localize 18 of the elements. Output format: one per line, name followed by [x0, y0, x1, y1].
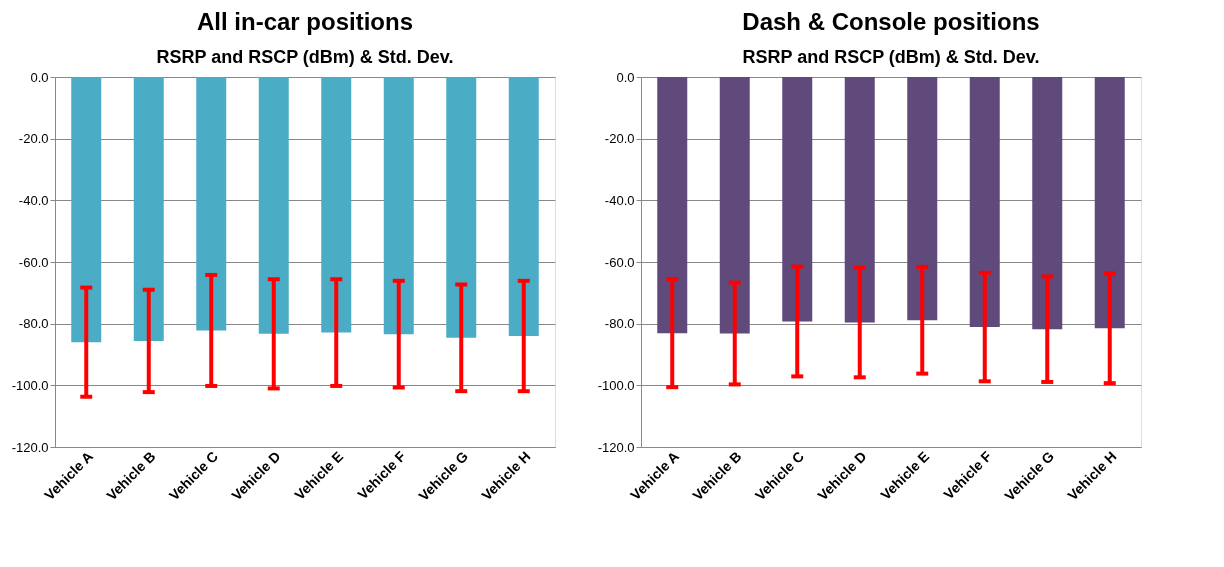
- y-tick-label: -60.0: [18, 254, 49, 270]
- y-tick-label: -80.0: [18, 316, 49, 332]
- chart-title: Dash & Console positions: [742, 8, 1040, 35]
- y-tick-label: 0.0: [616, 69, 635, 85]
- y-tick-label: -100.0: [597, 377, 635, 393]
- chart-title: All in-car positions: [196, 8, 414, 35]
- y-tick-label: -20.0: [18, 131, 49, 147]
- y-tick-label: 0.0: [30, 69, 49, 85]
- chart-subtitle: RSRP and RSCP (dBm) & Std. Dev.: [156, 47, 454, 67]
- y-tick-label: -100.0: [11, 377, 49, 393]
- y-tick-label: -20.0: [604, 131, 635, 147]
- y-tick-label: -120.0: [597, 439, 635, 455]
- y-tick-label: -40.0: [18, 192, 49, 208]
- chart-subtitle: RSRP and RSCP (dBm) & Std. Dev.: [742, 47, 1040, 67]
- y-tick-label: -80.0: [604, 316, 635, 332]
- y-tick-label: -40.0: [604, 192, 635, 208]
- y-tick-label: -60.0: [604, 254, 635, 270]
- y-tick-label: -120.0: [11, 439, 49, 455]
